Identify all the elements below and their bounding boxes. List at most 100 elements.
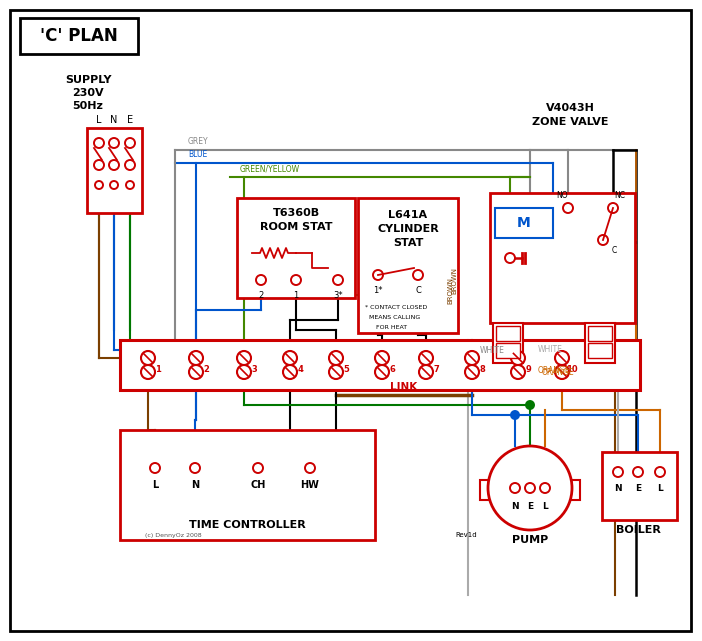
Circle shape (608, 203, 618, 213)
Text: 3: 3 (251, 365, 257, 374)
Bar (496, 326, 520, 341)
Circle shape (141, 365, 155, 379)
Text: GREEN/YELLOW: GREEN/YELLOW (240, 164, 300, 173)
Text: N: N (614, 484, 622, 493)
Circle shape (329, 351, 343, 365)
Circle shape (413, 270, 423, 280)
Text: NC: NC (614, 191, 625, 200)
Text: 'C' PLAN: 'C' PLAN (40, 27, 118, 45)
Text: E: E (527, 502, 533, 511)
Text: 1: 1 (155, 365, 161, 374)
Bar (237, 198, 355, 298)
Circle shape (109, 160, 119, 170)
Text: 10: 10 (567, 365, 578, 374)
Circle shape (283, 351, 297, 365)
Circle shape (598, 235, 608, 245)
Text: Rev1d: Rev1d (455, 532, 477, 538)
Text: C: C (415, 286, 421, 295)
Text: PUMP: PUMP (512, 535, 548, 545)
Circle shape (95, 181, 103, 189)
Bar (588, 326, 612, 341)
Circle shape (94, 160, 104, 170)
Text: T6360B: T6360B (272, 208, 319, 218)
Circle shape (525, 483, 535, 493)
Circle shape (283, 365, 297, 379)
Text: L: L (542, 502, 548, 511)
Text: WHITE: WHITE (538, 344, 563, 353)
Text: V4043H: V4043H (545, 103, 595, 113)
Bar (87, 128, 142, 213)
Circle shape (555, 351, 569, 365)
Circle shape (110, 181, 118, 189)
Text: ORANGE: ORANGE (542, 367, 575, 376)
Circle shape (511, 411, 519, 419)
Text: CH: CH (251, 480, 265, 490)
Circle shape (419, 351, 433, 365)
Text: 1*: 1* (373, 286, 383, 295)
Circle shape (540, 483, 550, 493)
Text: LINK: LINK (390, 382, 418, 392)
Circle shape (333, 275, 343, 285)
Circle shape (488, 446, 572, 530)
Text: ORANGE: ORANGE (538, 365, 571, 374)
Circle shape (256, 275, 266, 285)
Bar (588, 343, 612, 358)
Bar (120, 340, 640, 390)
Text: N: N (191, 480, 199, 490)
Text: ROOM STAT: ROOM STAT (260, 222, 332, 232)
Text: WHITE: WHITE (480, 345, 505, 354)
Bar (495, 208, 553, 238)
Circle shape (253, 463, 263, 473)
Circle shape (563, 203, 573, 213)
Text: L641A: L641A (388, 210, 428, 220)
Circle shape (150, 463, 160, 473)
Circle shape (465, 351, 479, 365)
Circle shape (655, 467, 665, 477)
Text: ZONE VALVE: ZONE VALVE (531, 117, 608, 127)
Text: (c) DennyOz 2008: (c) DennyOz 2008 (145, 533, 201, 538)
Text: E: E (635, 484, 641, 493)
Text: C: C (611, 246, 616, 255)
Text: CYLINDER: CYLINDER (377, 224, 439, 234)
Circle shape (125, 138, 135, 148)
Text: 7: 7 (433, 365, 439, 374)
Circle shape (94, 138, 104, 148)
Circle shape (375, 351, 389, 365)
Circle shape (305, 463, 315, 473)
Text: L: L (96, 115, 102, 125)
Text: GREY: GREY (188, 137, 208, 146)
Circle shape (190, 463, 200, 473)
Circle shape (613, 467, 623, 477)
Text: BLUE: BLUE (188, 150, 207, 159)
Circle shape (237, 351, 251, 365)
Circle shape (511, 365, 525, 379)
Text: BOILER: BOILER (616, 525, 661, 535)
Text: 3*: 3* (333, 291, 343, 300)
Text: E: E (127, 115, 133, 125)
Circle shape (237, 365, 251, 379)
Text: NO: NO (556, 191, 568, 200)
Bar (20, 18, 138, 54)
Text: * CONTACT CLOSED: * CONTACT CLOSED (365, 305, 428, 310)
Bar (496, 343, 520, 358)
Text: M: M (517, 216, 531, 230)
Bar (358, 198, 458, 333)
Circle shape (126, 181, 134, 189)
Text: L: L (152, 480, 158, 490)
Bar (493, 323, 523, 363)
Circle shape (375, 365, 389, 379)
Text: STAT: STAT (393, 238, 423, 248)
Bar (560, 480, 580, 500)
Text: BROWN: BROWN (451, 267, 457, 294)
Text: BROWN: BROWN (447, 276, 453, 303)
Text: 6: 6 (389, 365, 395, 374)
Circle shape (329, 365, 343, 379)
Text: FOR HEAT: FOR HEAT (368, 325, 407, 330)
Text: 9: 9 (525, 365, 531, 374)
Circle shape (555, 365, 569, 379)
Text: N: N (110, 115, 118, 125)
Text: HW: HW (300, 480, 319, 490)
Circle shape (291, 275, 301, 285)
Bar (585, 323, 615, 363)
Circle shape (189, 351, 203, 365)
